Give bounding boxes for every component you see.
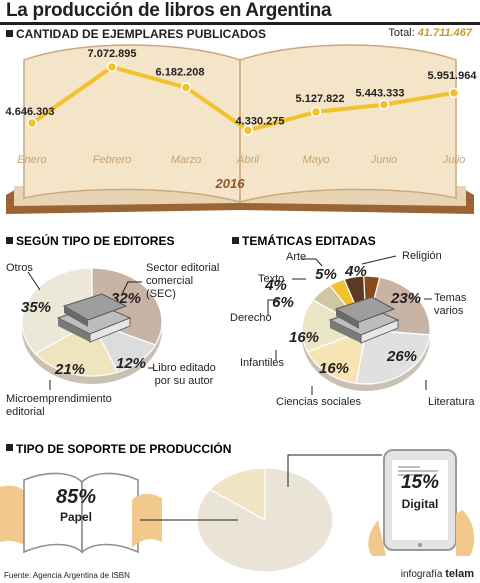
line-point-mayo bbox=[310, 106, 322, 118]
month-label-julio: Julio bbox=[442, 154, 466, 166]
papel-label: Papel bbox=[59, 510, 92, 524]
pie2-slice-2 bbox=[355, 329, 431, 385]
section-heading-tematicas: TEMÁTICAS EDITADAS bbox=[242, 233, 376, 248]
pie2-pct-1: 23% bbox=[390, 290, 421, 307]
value-label-enero: 4.646.303 bbox=[6, 106, 55, 118]
pie2-pct-2: 26% bbox=[386, 348, 417, 365]
pie2-slice-3 bbox=[306, 329, 367, 385]
digital-label: Digital bbox=[401, 497, 439, 511]
value-label-junio: 5.443.333 bbox=[356, 88, 405, 100]
section-heading-tematicas-square bbox=[232, 237, 239, 244]
section-heading-editores: SEGÚN TIPO DE EDITORES bbox=[16, 233, 174, 248]
section-heading-ejemplares-text: CANTIDAD DE EJEMPLARES PUBLICADOS bbox=[16, 27, 267, 41]
month-label-enero: Enero bbox=[17, 154, 46, 166]
section-heading-editores-square bbox=[6, 237, 13, 244]
leader-digital bbox=[287, 454, 382, 487]
book-stack-icon-left bbox=[56, 293, 132, 343]
label-otros: Otros bbox=[6, 262, 33, 274]
label-derecho: Derecho bbox=[230, 312, 272, 324]
month-label-marzo: Marzo bbox=[171, 154, 202, 166]
total-value: 41.711.467 bbox=[417, 27, 472, 39]
source-note: Fuente: Agencia Argentina de ISBN bbox=[4, 571, 130, 580]
section-heading-soporte: TIPO DE SOPORTE DE PRODUCCIÓN bbox=[16, 441, 231, 456]
pie-tematicas-leaders bbox=[267, 255, 432, 395]
month-label-febrero: Febrero bbox=[93, 154, 132, 166]
value-label-febrero: 7.072.895 bbox=[88, 48, 137, 60]
pie2-pct-6: 4% bbox=[264, 277, 287, 294]
pie2-pct-3: 16% bbox=[319, 360, 349, 377]
line-point-abril bbox=[242, 125, 254, 136]
line-chart: 4.646.303 Enero 7.072.895 Febrero 6.182.208 M… bbox=[6, 48, 478, 166]
pie2-pct-0: 4% bbox=[344, 263, 367, 280]
pie2-pct-4: 16% bbox=[289, 329, 319, 346]
month-label-mayo: Mayo bbox=[303, 154, 330, 166]
page-title: La producción de libros en Argentina bbox=[6, 0, 332, 21]
pie2-pct-7: 5% bbox=[315, 266, 337, 283]
total-box: Total: 41.711.467 bbox=[388, 27, 472, 39]
papel-value: 85% bbox=[55, 486, 97, 508]
value-label-marzo: 6.182.208 bbox=[156, 67, 205, 79]
pie1-pct-3: 35% bbox=[21, 299, 51, 316]
line-point-enero bbox=[26, 117, 38, 129]
value-label-abril: 4.330.275 bbox=[236, 115, 285, 127]
line-point-junio bbox=[378, 99, 390, 110]
year-label: 2016 bbox=[215, 176, 246, 191]
total-label: Total: bbox=[388, 27, 415, 39]
open-book-icon bbox=[0, 472, 162, 554]
line-point-febrero bbox=[106, 61, 118, 73]
label-arte: Arte bbox=[286, 251, 307, 263]
book-stack-icon-right bbox=[328, 296, 400, 344]
label-religion: Religión bbox=[402, 250, 442, 262]
pie-editores-leaders bbox=[27, 271, 154, 390]
label-infantiles: Infantiles bbox=[240, 357, 285, 369]
tablet-icon bbox=[368, 449, 475, 556]
line-point-marzo bbox=[180, 82, 192, 93]
title-rule bbox=[0, 22, 480, 25]
label-autor: Libro editado por su autor bbox=[152, 362, 216, 387]
credit-prefix: infografía bbox=[400, 569, 443, 580]
value-label-mayo: 5.127.822 bbox=[296, 93, 345, 105]
month-label-abril: Abril bbox=[236, 154, 260, 166]
digital-value: 15% bbox=[400, 472, 440, 493]
label-texto: Texto bbox=[258, 273, 285, 285]
label-sec: Sector editorial comercial (SEC) bbox=[146, 262, 220, 300]
label-literatura: Literatura bbox=[428, 396, 475, 408]
pie3-slice-1 bbox=[209, 467, 266, 522]
label-micro: Microemprendimiento editorial bbox=[6, 393, 112, 418]
section-heading-ejemplares: CANTIDAD DE EJEMPLARES PUBLICADOS bbox=[6, 27, 266, 41]
label-ciencias: Ciencias sociales bbox=[276, 396, 361, 408]
pie2-pct-5: 6% bbox=[272, 294, 294, 311]
section-heading-soporte-square bbox=[6, 444, 13, 451]
month-label-junio: Junio bbox=[370, 154, 397, 166]
pie-soporte bbox=[196, 467, 334, 573]
pie1-pct-1: 12% bbox=[116, 355, 146, 372]
value-label-julio: 5.951.964 bbox=[428, 70, 478, 82]
pie1-pct-2: 21% bbox=[54, 361, 85, 378]
credit: infografía telam bbox=[401, 568, 474, 580]
line-point-julio bbox=[448, 87, 460, 99]
label-temas-varios: Temas varios bbox=[434, 292, 467, 317]
telam-logo: telam bbox=[445, 568, 474, 580]
